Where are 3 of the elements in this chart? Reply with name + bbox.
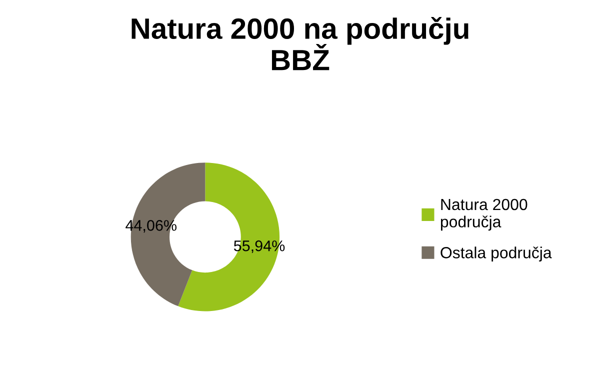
legend-label: Ostala područja — [440, 246, 552, 262]
chart-title: Natura 2000 na području BBŽ — [132, 16, 468, 70]
legend-label: Natura 2000 područja — [440, 198, 528, 231]
